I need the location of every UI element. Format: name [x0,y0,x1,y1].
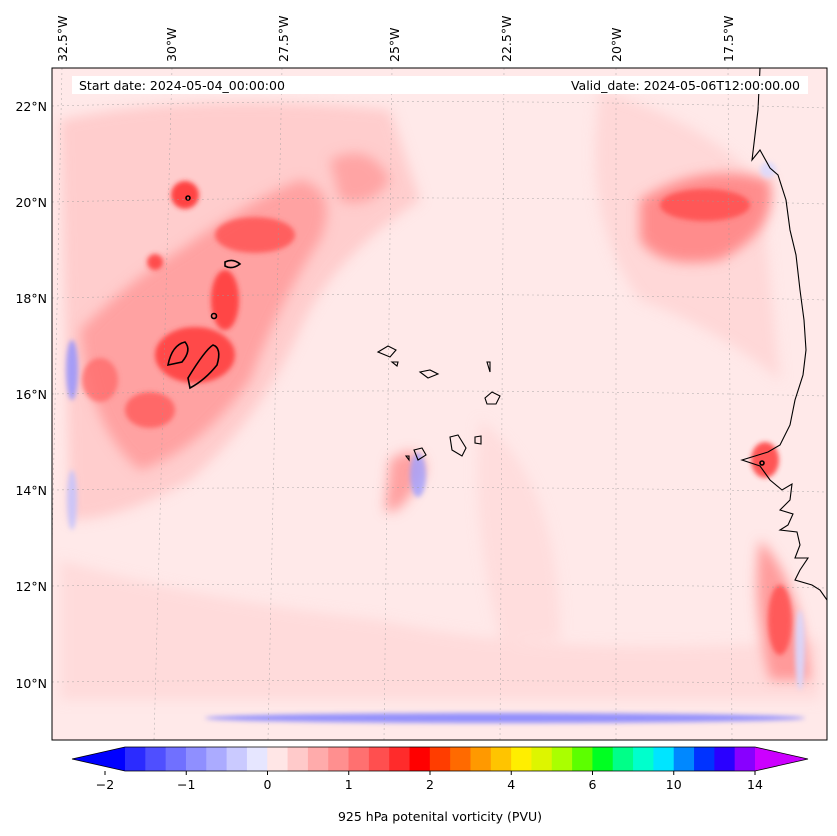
colorbar-cell [165,747,187,771]
colorbar-cell [450,747,471,771]
islands [376,345,501,462]
valid-date-label: Valid_date: 2024-05-06T12:00:00.00 [571,78,800,93]
colorbar-cell [246,747,268,771]
colorbar-cell [409,747,431,771]
colorbar-tick-label: 0 [264,777,272,792]
lat-label: 20°N [15,195,47,210]
colorbar-cell [694,747,715,771]
colorbar-cell [551,747,573,771]
pv-field-negative [66,162,805,723]
lat-label: 16°N [15,387,47,402]
lat-label: 10°N [15,676,47,691]
pv-field [52,68,827,740]
lon-label: 27.5°W [276,16,291,62]
colorbar-cell [633,747,654,771]
lon-label: 20°W [609,27,624,62]
colorbar-cell [389,747,411,771]
colorbar-cell [470,747,492,771]
map-frame [51,67,828,741]
colorbar-label: 925 hPa potenital vorticity (PVU) [338,809,542,824]
colorbar-cell [734,747,756,771]
lat-label: 14°N [15,483,47,498]
colorbar-tick-label: 10 [666,777,682,792]
colorbar-cell [267,747,289,771]
colorbar-cell [368,747,390,771]
coastline-west-africa [740,68,827,601]
colorbar-extend-min [72,747,125,771]
colorbar-cell [511,747,532,771]
lon-label: 30°W [164,27,179,62]
lat-label: 12°N [15,579,47,594]
colorbar-tick-label: −1 [177,777,195,792]
colorbar-cell [429,747,451,771]
colorbar-cell [206,747,228,771]
colorbar-extend-max [755,747,808,771]
colorbar-cell [592,747,614,771]
latitude-labels: 22°N 20°N 18°N 16°N 14°N 12°N 10°N [15,99,47,691]
colorbar-cell [145,747,167,771]
lon-label: 25°W [387,27,402,62]
colorbar-cell [572,747,593,771]
colorbar: −2 −1 0 1 2 4 6 10 14 925 hPa potenital vorticit… [71,746,809,824]
colorbar-cell [531,747,553,771]
colorbar-cell [125,747,146,771]
gridlines [52,68,827,740]
map-panel: Start date: 2024-05-04_00:00:00 Valid_da… [51,67,828,741]
colorbar-tick-label: 2 [426,777,434,792]
colorbar-cell [490,747,512,771]
colorbar-cell [307,747,329,771]
colorbar-cell [348,747,370,771]
lon-label: 17.5°W [721,16,736,62]
colorbar-cell [226,747,248,771]
colorbar-cell [612,747,634,771]
colorbar-tick-label: 1 [345,777,353,792]
pv-contours [166,195,765,466]
colorbar-tick-label: 6 [589,777,597,792]
colorbar-tick-label: −2 [96,777,114,792]
lat-label: 22°N [15,99,47,114]
lon-label: 32.5°W [55,16,70,62]
colorbar-outline [71,746,809,772]
colorbar-tick-label: 4 [507,777,515,792]
start-date-label: Start date: 2024-05-04_00:00:00 [79,78,285,93]
colorbar-cell [653,747,675,771]
lon-label: 22.5°W [499,16,514,62]
colorbar-ticks: −2 −1 0 1 2 4 6 10 14 [96,771,763,792]
colorbar-tick-label: 14 [747,777,763,792]
lat-label: 18°N [15,291,47,306]
colorbar-cell [328,747,350,771]
colorbar-cell [673,747,695,771]
colorbar-cell [287,747,309,771]
longitude-labels: 32.5°W 30°W 27.5°W 25°W 22.5°W 20°W 17.5… [55,16,736,62]
colorbar-cell [714,747,736,771]
info-banner [72,76,808,94]
colorbar-cell [185,747,207,771]
colorbar-cells [71,746,809,772]
